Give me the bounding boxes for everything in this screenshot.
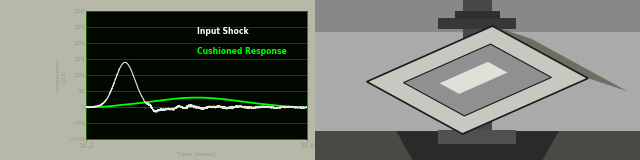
Polygon shape <box>396 131 559 160</box>
Y-axis label: Acceleration
(G's): Acceleration (G's) <box>56 58 67 92</box>
Polygon shape <box>492 26 627 91</box>
X-axis label: Time (msec): Time (msec) <box>177 152 216 157</box>
Bar <box>463 98 492 133</box>
Bar <box>454 11 500 19</box>
Bar <box>463 0 492 45</box>
Text: Cushioned Response: Cushioned Response <box>197 47 287 56</box>
Polygon shape <box>440 62 508 94</box>
Polygon shape <box>367 26 588 134</box>
Bar <box>438 18 516 29</box>
Bar <box>315 0 640 131</box>
Polygon shape <box>403 44 552 116</box>
Text: Input Shock: Input Shock <box>197 27 248 36</box>
Text: MultiSync
LCD1890E: MultiSync LCD1890E <box>472 82 495 104</box>
Bar <box>438 130 516 144</box>
Bar <box>315 0 640 32</box>
Bar <box>315 131 640 160</box>
